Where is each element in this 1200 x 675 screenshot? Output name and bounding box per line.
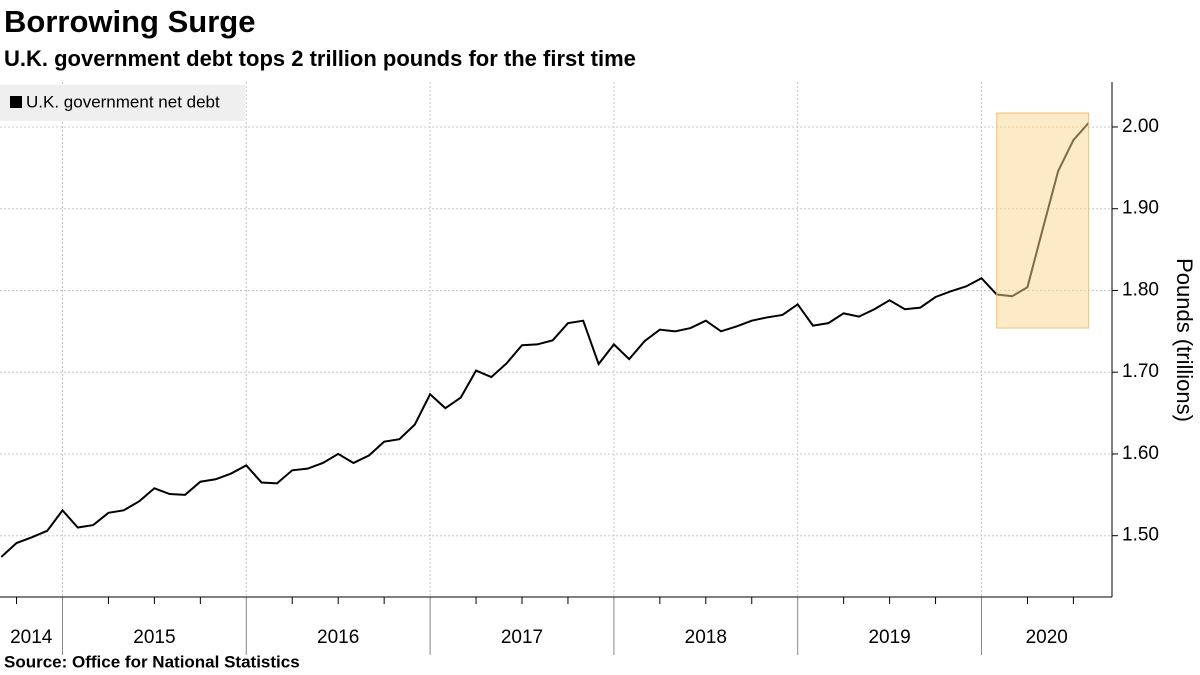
legend-label: U.K. government net debt <box>26 92 220 111</box>
x-tick-label: 2014 <box>10 627 53 648</box>
chart-subtitle: U.K. government debt tops 2 trillion pou… <box>4 46 636 71</box>
y-tick-label: 2.00 <box>1122 116 1159 137</box>
x-tick-label: 2015 <box>133 627 175 648</box>
y-tick-label: 1.70 <box>1122 361 1159 382</box>
y-tick-label: 1.90 <box>1122 198 1159 219</box>
series-line <box>0 122 1090 558</box>
y-tick-label: 1.50 <box>1122 525 1159 546</box>
x-tick-label: 2020 <box>1026 627 1068 648</box>
source: Source: Office for National Statistics <box>4 652 300 671</box>
y-tick-label: 1.60 <box>1122 443 1159 464</box>
x-tick-label: 2018 <box>685 627 727 648</box>
legend-box <box>0 85 245 121</box>
x-tick-label: 2019 <box>868 627 910 648</box>
legend-swatch <box>10 96 22 108</box>
y-axis-title: Pounds (trillions) <box>1172 258 1197 422</box>
y-tick-label: 1.80 <box>1122 279 1159 300</box>
x-tick-label: 2017 <box>501 627 543 648</box>
highlight-box <box>996 112 1090 329</box>
x-tick-label: 2016 <box>317 627 359 648</box>
chart-title: Borrowing Surge <box>4 4 255 39</box>
